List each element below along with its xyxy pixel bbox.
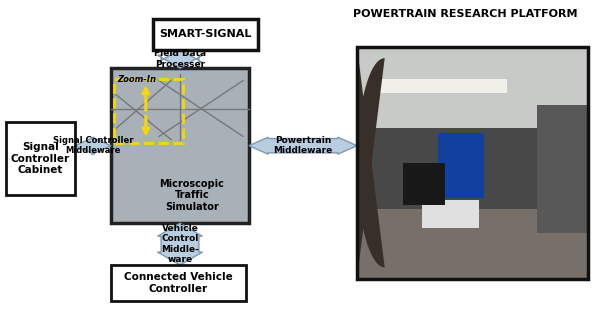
Bar bbox=[537, 104, 588, 232]
Polygon shape bbox=[157, 50, 202, 68]
Bar bbox=[357, 46, 588, 128]
Bar bbox=[403, 163, 445, 205]
Text: Zoom-In: Zoom-In bbox=[117, 75, 156, 84]
Text: Signal
Controller
Cabinet: Signal Controller Cabinet bbox=[11, 142, 70, 175]
Text: Signal Controller
Middleware: Signal Controller Middleware bbox=[53, 136, 133, 155]
Text: Powertrain
Middleware: Powertrain Middleware bbox=[274, 136, 332, 155]
Text: POWERTRAIN RESEARCH PLATFORM: POWERTRAIN RESEARCH PLATFORM bbox=[353, 9, 577, 19]
Bar bbox=[368, 79, 507, 93]
Polygon shape bbox=[357, 46, 385, 279]
FancyBboxPatch shape bbox=[111, 68, 249, 223]
Text: Field Data
Processer: Field Data Processer bbox=[154, 49, 206, 69]
FancyBboxPatch shape bbox=[153, 19, 258, 50]
Text: SMART-SIGNAL: SMART-SIGNAL bbox=[160, 29, 251, 39]
Bar bbox=[357, 128, 588, 209]
Polygon shape bbox=[75, 137, 111, 154]
Bar bbox=[357, 209, 588, 279]
Bar bbox=[422, 200, 479, 228]
Bar bbox=[438, 132, 484, 198]
Text: Microscopic
Traffic
Simulator: Microscopic Traffic Simulator bbox=[160, 179, 224, 212]
Polygon shape bbox=[249, 137, 357, 154]
Text: Vehicle
Control
Middle-
ware: Vehicle Control Middle- ware bbox=[161, 224, 199, 264]
FancyBboxPatch shape bbox=[6, 122, 75, 195]
FancyBboxPatch shape bbox=[111, 265, 246, 301]
Polygon shape bbox=[157, 223, 202, 265]
Text: Connected Vehicle
Controller: Connected Vehicle Controller bbox=[124, 272, 233, 294]
